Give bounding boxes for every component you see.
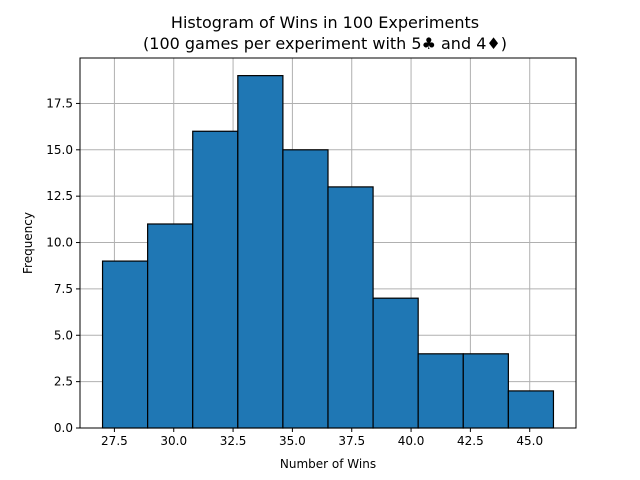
y-tick-label-4: 10.0 — [46, 236, 73, 250]
histogram-bar-0 — [101, 260, 149, 429]
histogram-bar-2 — [192, 130, 239, 429]
histogram-bar-1 — [147, 223, 194, 429]
histogram-bar-8 — [462, 353, 509, 429]
histogram-bar-4 — [282, 149, 329, 429]
histogram-bar-5 — [327, 186, 374, 429]
y-tick-label-0: 0.0 — [54, 421, 73, 435]
y-axis-ticks: 0.0 2.5 5.0 7.5 10.0 12.5 15.0 17.5 — [46, 96, 80, 435]
histogram-bar-9 — [507, 390, 555, 429]
x-tick-label-5: 40.0 — [398, 434, 425, 448]
x-tick-label-6: 42.5 — [457, 434, 484, 448]
histogram-bars — [101, 75, 555, 429]
x-tick-label-4: 37.5 — [338, 434, 365, 448]
chart-title-line-1: Histogram of Wins in 100 Experiments — [171, 13, 479, 32]
x-tick-label-2: 32.5 — [220, 434, 247, 448]
histogram-bar-3 — [237, 75, 284, 429]
x-tick-label-1: 30.0 — [160, 434, 187, 448]
x-tick-label-7: 45.0 — [516, 434, 543, 448]
y-tick-label-7: 17.5 — [46, 96, 73, 110]
y-tick-label-5: 12.5 — [46, 189, 73, 203]
y-tick-label-1: 2.5 — [54, 375, 73, 389]
y-axis-label: Frequency — [21, 212, 35, 274]
histogram-bar-7 — [417, 353, 464, 429]
x-tick-label-3: 35.0 — [279, 434, 306, 448]
y-tick-label-6: 15.0 — [46, 143, 73, 157]
y-tick-label-3: 7.5 — [54, 282, 73, 296]
y-tick-label-2: 5.0 — [54, 328, 73, 342]
x-axis-label: Number of Wins — [280, 457, 376, 471]
histogram-bar-6 — [372, 297, 419, 429]
x-tick-label-0: 27.5 — [101, 434, 128, 448]
chart-title-line-2: (100 games per experiment with 5♣ and 4♦… — [143, 34, 507, 53]
x-axis-ticks: 27.5 30.0 32.5 35.0 37.5 40.0 42.5 45.0 — [101, 428, 543, 448]
chart-title: Histogram of Wins in 100 Experiments (10… — [143, 13, 507, 53]
